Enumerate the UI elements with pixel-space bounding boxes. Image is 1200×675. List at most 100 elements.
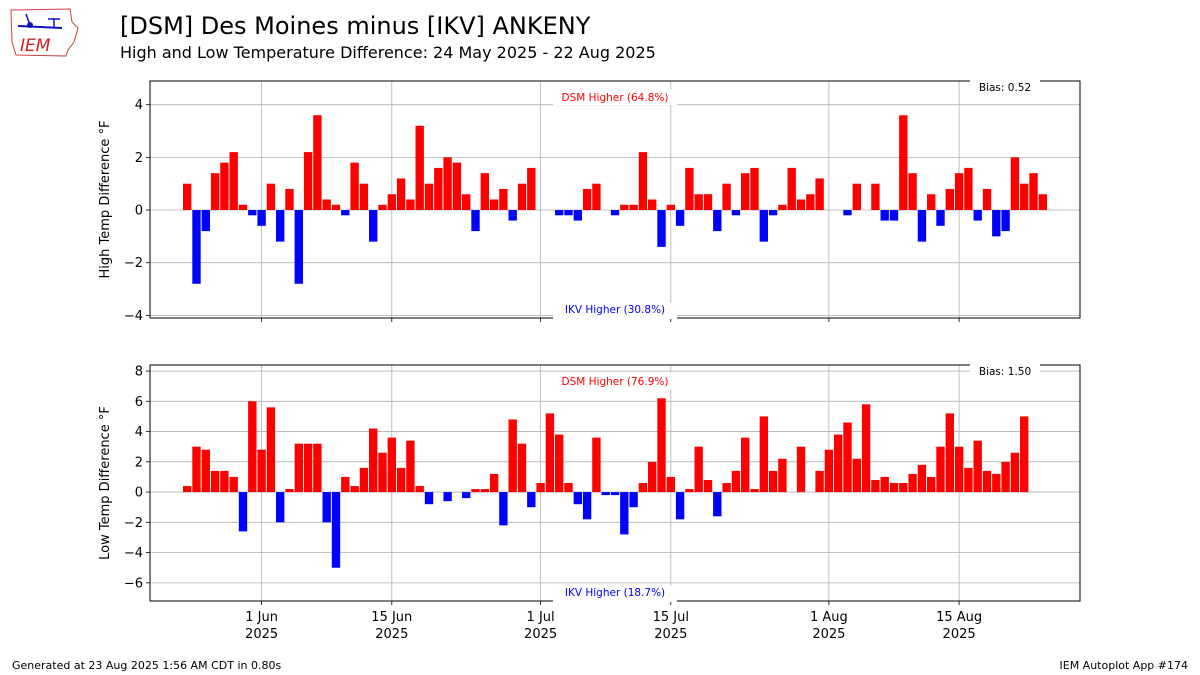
bar: [183, 486, 192, 493]
bar: [927, 194, 936, 211]
bar: [545, 413, 555, 493]
bar: [489, 473, 499, 493]
bar: [982, 470, 992, 493]
y-tick-label: 4: [135, 425, 143, 440]
bar: [499, 188, 508, 211]
bar: [694, 194, 703, 211]
bar: [852, 183, 861, 211]
bar: [796, 446, 806, 493]
y-tick-label: 2: [135, 151, 143, 166]
bar: [322, 199, 331, 211]
low-temp-panel: 1 Jun 2025 15 Jun 2025 1 Jul 2025 15 Jul 2025 1 …: [98, 364, 1081, 642]
bar: [341, 476, 350, 493]
bar: [285, 188, 294, 211]
y-tick-label: −4: [124, 309, 143, 324]
generated-timestamp: Generated at 23 Aug 2025 1:56 AM CDT in …: [12, 659, 282, 672]
x-tick-label: 1 Jul: [527, 610, 555, 625]
high-temp-panel: −4 −2 0 2 4 DSM Higher (64.8%) IKV Higher (30.…: [98, 80, 1081, 324]
bar: [992, 210, 1001, 237]
bar: [666, 204, 675, 211]
bar: [954, 173, 964, 211]
bar: [778, 204, 787, 211]
bar: [768, 210, 778, 216]
bar: [592, 183, 601, 211]
bar: [796, 199, 806, 211]
chart-subtitle: High and Low Temperature Difference: 24 …: [120, 43, 656, 62]
bar: [266, 183, 276, 211]
bar: [489, 199, 499, 211]
bar: [201, 449, 210, 493]
bar: [276, 492, 285, 523]
bar: [396, 467, 406, 493]
bar: [331, 204, 341, 211]
bar: [285, 489, 294, 493]
bar: [964, 467, 973, 493]
bar: [927, 476, 936, 493]
bar: [350, 486, 359, 493]
bar: [480, 173, 489, 211]
bar: [536, 483, 545, 493]
bar: [1010, 452, 1020, 493]
bar: [843, 210, 852, 216]
bar: [378, 452, 387, 493]
bar: [369, 428, 378, 493]
x-tick-year-label: 2025: [943, 627, 976, 642]
bar: [601, 492, 610, 496]
bar: [582, 492, 592, 520]
bar: [1010, 157, 1020, 211]
bar: [359, 467, 369, 493]
bar: [359, 183, 369, 211]
y-tick-label: −4: [124, 546, 143, 561]
x-tick-label: 1 Aug: [810, 610, 848, 625]
bar: [508, 210, 517, 221]
y-tick-label: 6: [135, 395, 143, 410]
bar: [685, 489, 694, 493]
bar: [1029, 173, 1038, 211]
bar: [741, 437, 750, 493]
bar: [629, 492, 638, 508]
bar: [508, 419, 517, 493]
bar: [1020, 416, 1029, 493]
bar: [294, 443, 303, 493]
bar: [313, 115, 322, 211]
y-tick-label: 0: [135, 204, 143, 219]
bar: [815, 470, 824, 493]
bar: [806, 194, 815, 211]
bar: [880, 210, 889, 221]
x-tick-label: 15 Jun: [371, 610, 412, 625]
bar: [1020, 183, 1029, 211]
dsm-higher-annotation: DSM Higher (76.9%): [562, 376, 669, 388]
x-tick-year-label: 2025: [654, 627, 687, 642]
y-tick-label: 2: [135, 455, 143, 470]
bar: [266, 407, 276, 493]
bar: [192, 210, 201, 284]
bar: [396, 178, 406, 211]
bar: [183, 183, 192, 211]
bar: [852, 458, 861, 493]
x-tick-label: 15 Jul: [653, 610, 689, 625]
bar: [378, 204, 387, 211]
ikv-higher-annotation: IKV Higher (18.7%): [565, 587, 665, 599]
bar: [555, 210, 564, 216]
bar: [303, 443, 313, 493]
bar: [582, 188, 592, 211]
bar: [238, 204, 248, 211]
annotation-bg: [553, 586, 677, 602]
y-tick-label: −2: [124, 516, 143, 531]
logo-text: IEM: [20, 36, 51, 56]
bar: [620, 492, 629, 535]
bar: [210, 173, 220, 211]
bar: [350, 162, 359, 211]
y-axis-label: Low Temp Difference °F: [98, 406, 113, 560]
bar: [787, 167, 796, 211]
bar: [722, 183, 731, 211]
bar: [722, 483, 731, 493]
bar: [1038, 194, 1047, 211]
bar: [387, 194, 396, 211]
bar: [573, 492, 582, 505]
bar: [341, 210, 350, 216]
bar: [778, 458, 787, 493]
annotation-bg: [553, 89, 677, 105]
bar: [703, 479, 713, 493]
